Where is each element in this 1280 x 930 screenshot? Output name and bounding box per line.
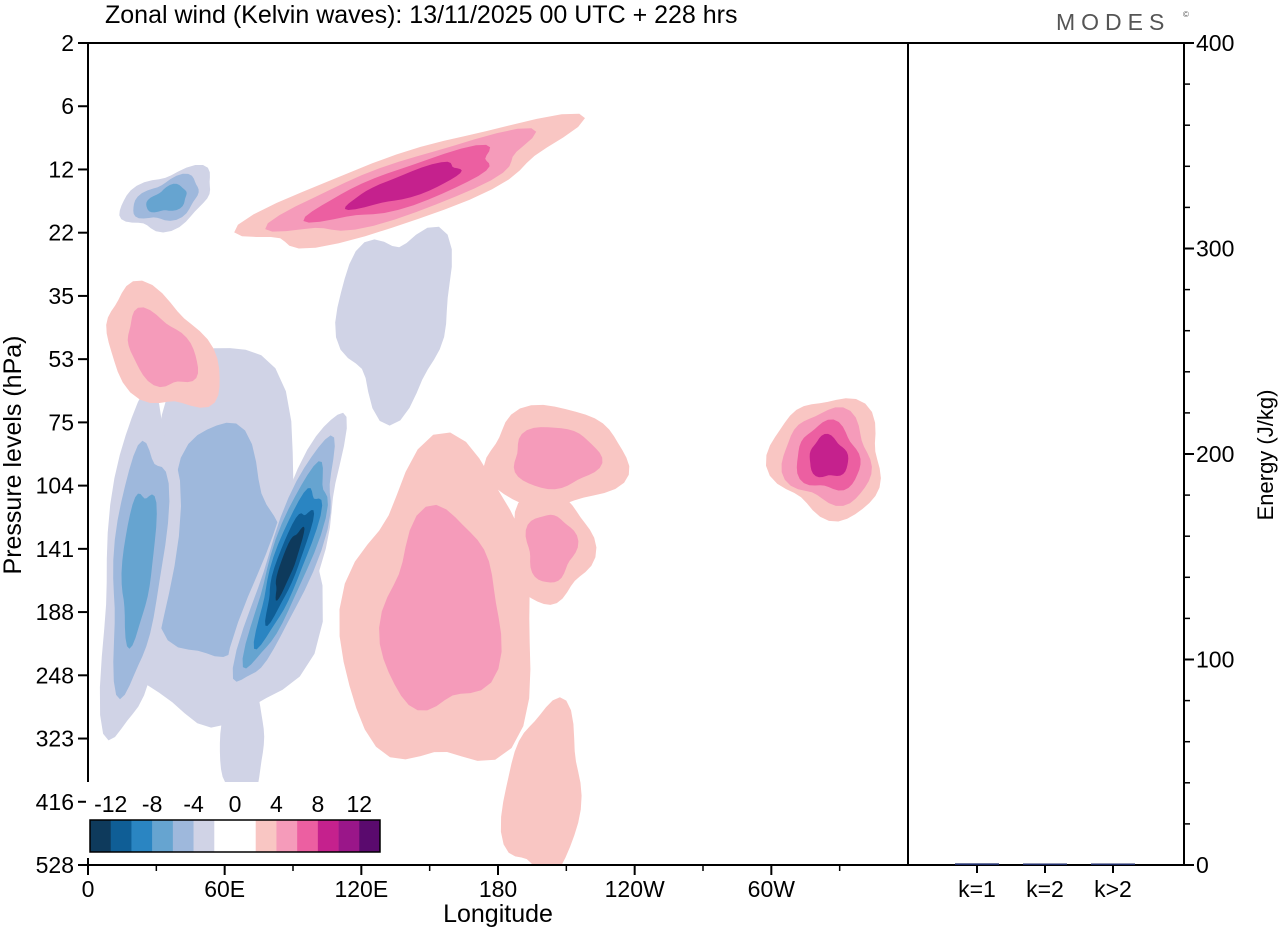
energy-category-label: k=1 (958, 876, 996, 902)
contour-neg-2 (121, 493, 157, 649)
colorbar-swatch (90, 820, 112, 852)
contour-neg-4 (335, 226, 452, 426)
x-tick-label: 120E (334, 876, 388, 902)
brand-mark: © (1183, 10, 1189, 19)
colorbar-swatch (110, 820, 132, 852)
y-tick-label: 528 (36, 852, 74, 878)
energy-bars: k=1 k=2 k>2 (955, 863, 1135, 902)
colorbar-label: 12 (346, 791, 372, 817)
energy-panel: k=1 k=2 k>2 0 100 200 300 400 Energy (J/kg) (907, 30, 1278, 902)
x-tick-label: 0 (82, 876, 95, 902)
x-tick-label: 60E (204, 876, 245, 902)
colorbar-swatch (235, 820, 257, 852)
colorbar-swatch (152, 820, 174, 852)
colorbar-swatch (338, 820, 360, 852)
x-tick-label: 60W (748, 876, 796, 902)
energy-tick-label: 200 (1196, 441, 1234, 467)
chart-title: Zonal wind (Kelvin waves): 13/11/2025 00… (105, 1, 738, 29)
contour-pos-7 (513, 427, 603, 490)
colorbar-label: -4 (183, 791, 204, 817)
brand-logo: MODES (1056, 9, 1171, 35)
colorbar-swatch (193, 820, 215, 852)
contour-pos-12 (500, 697, 582, 865)
energy-bar-1 (955, 863, 999, 865)
contour-pos-8 (525, 514, 579, 583)
contour-neg-5 (219, 682, 265, 803)
colorbar-swatch (172, 820, 194, 852)
colorbar-label: -12 (94, 791, 127, 817)
energy-tick-label: 0 (1196, 852, 1209, 878)
contour-neg-3 (146, 183, 187, 213)
y-axis: 2 6 12 22 35 53 75 104 141 188 248 323 416 528 (36, 30, 88, 878)
colorbar-swatch (359, 820, 381, 852)
y-tick-label: 323 (36, 726, 74, 752)
colorbar-legend: -12 -8 -4 0 4 8 12 (86, 782, 382, 858)
y-tick-label: 104 (36, 473, 75, 499)
contour-pos-9 (344, 161, 462, 210)
colorbar-label: 8 (311, 791, 324, 817)
contour-pos-10 (809, 433, 849, 478)
y-tick-label: 75 (48, 409, 74, 435)
colorbar-label: 0 (229, 791, 242, 817)
colorbar-swatch (317, 820, 339, 852)
y-tick-label: 12 (48, 156, 74, 182)
energy-category-label: k>2 (1094, 876, 1132, 902)
x-tick-label: 120W (605, 876, 665, 902)
colorbar-swatch (255, 820, 277, 852)
energy-category-label: k=2 (1026, 876, 1064, 902)
colorbar-label: -8 (142, 791, 162, 817)
energy-tick-label: 100 (1196, 647, 1234, 673)
x-tick-label: 180 (479, 876, 517, 902)
energy-bar-3 (1091, 863, 1135, 865)
colorbar-swatch (214, 820, 236, 852)
x-axis: 0 60E 120E 180 120W 60W (82, 865, 841, 902)
y-tick-label: 188 (36, 599, 74, 625)
x-axis-label: Longitude (443, 900, 553, 928)
energy-tick-label: 400 (1196, 30, 1234, 56)
contour-layer (99, 113, 881, 865)
y-tick-label: 22 (48, 220, 74, 246)
y-tick-label: 35 (48, 283, 74, 309)
energy-tick-label: 300 (1196, 236, 1234, 262)
energy-axis-label: Energy (J/kg) (1253, 390, 1278, 521)
energy-axis: 0 100 200 300 400 (1184, 30, 1234, 878)
contour-panel: 0 60E 120E 180 120W 60W 2 6 12 22 35 53 75 104 141 188… (0, 30, 909, 928)
y-tick-label: 416 (36, 789, 74, 815)
colorbar-swatch (276, 820, 298, 852)
contour-neg-1 (275, 526, 305, 601)
y-tick-label: 248 (36, 662, 74, 688)
colorbar-swatch (131, 820, 153, 852)
y-tick-label: 53 (48, 346, 74, 372)
y-tick-label: 141 (36, 536, 74, 562)
y-tick-label: 6 (61, 93, 74, 119)
energy-bar-2 (1023, 863, 1067, 865)
colorbar-label: 4 (270, 791, 283, 817)
contour-pos-6 (379, 504, 502, 711)
colorbar-frame (89, 819, 381, 853)
y-axis-label: Pressure levels (hPa) (0, 336, 27, 575)
contour-pos-11 (127, 307, 198, 388)
y-tick-label: 2 (61, 30, 74, 56)
colorbar-swatch (297, 820, 319, 852)
